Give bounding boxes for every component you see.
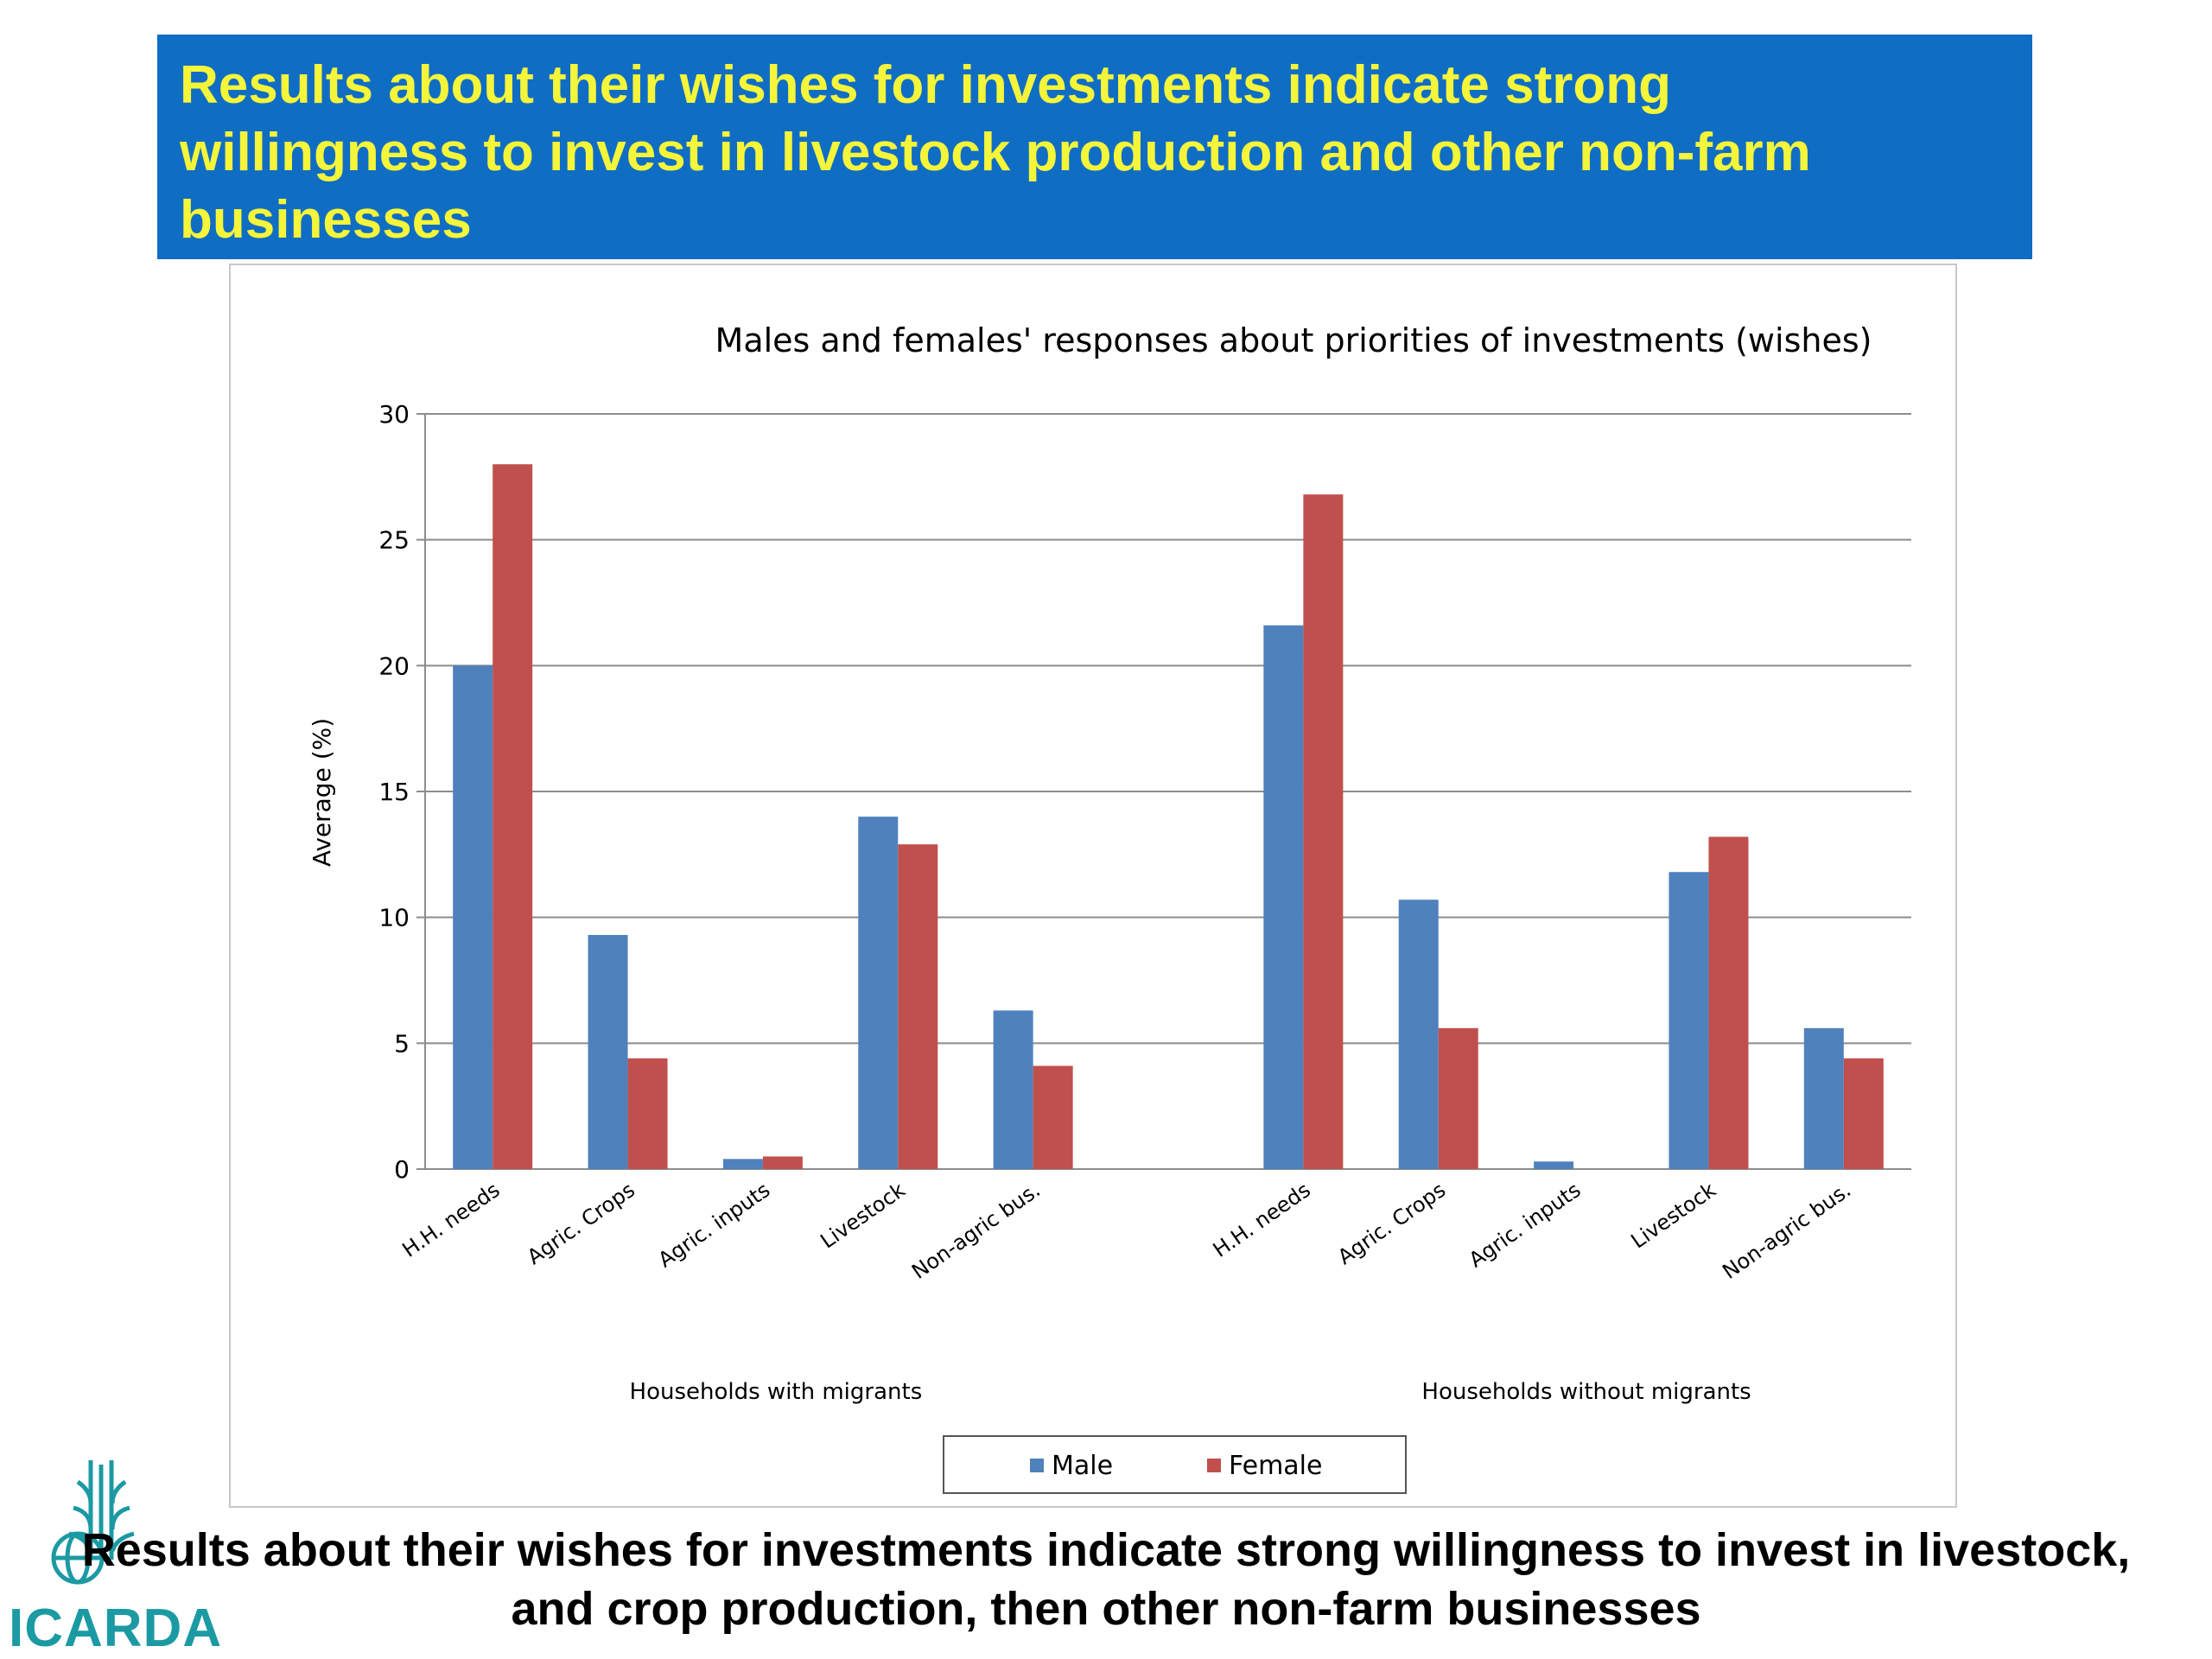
x-tick-labels: H.H. needs Agric. Crops Agric. inputs Lives… xyxy=(398,1178,1856,1284)
x-tick-label: Livestock xyxy=(816,1178,909,1254)
bar-male-2-3 xyxy=(1534,1161,1574,1169)
bar-female-1-1 xyxy=(493,464,533,1169)
chart-title: Males and females' responses about prior… xyxy=(715,321,1872,359)
bar-female-2-2 xyxy=(1438,1027,1478,1169)
legend-swatch-female xyxy=(1207,1459,1221,1472)
bar-female-2-1 xyxy=(1303,494,1344,1169)
x-tick-label: Non-agric bus. xyxy=(1718,1178,1855,1284)
y-tick-label: 25 xyxy=(378,526,410,555)
x-tick-label: Agric. inputs xyxy=(1465,1178,1586,1272)
bar-chart: Males and females' responses about prior… xyxy=(308,321,1911,1494)
banner-title: Results about their wishes for investmen… xyxy=(180,55,1811,250)
x-tick-label: Non-agric bus. xyxy=(907,1178,1045,1284)
bar-female-1-2 xyxy=(627,1058,668,1169)
bar-male-2-4 xyxy=(1669,872,1709,1169)
bar-male-1-5 xyxy=(993,1010,1033,1169)
x-tick-label: Agric. Crops xyxy=(523,1178,639,1269)
legend-label-male: Male xyxy=(1052,1451,1113,1481)
bar-male-1-4 xyxy=(858,817,899,1169)
legend-swatch-male xyxy=(1030,1459,1044,1472)
bar-female-1-5 xyxy=(1033,1065,1073,1169)
chart-frame: Males and females' responses about prior… xyxy=(229,264,1957,1508)
gridlines xyxy=(416,413,1911,1170)
wheat-globe-icon xyxy=(51,1460,135,1585)
y-tick-label: 5 xyxy=(394,1029,410,1058)
y-tick-label: 20 xyxy=(378,652,410,680)
group-label: Households with migrants xyxy=(630,1379,923,1405)
y-tick-label: 0 xyxy=(394,1155,410,1184)
bar-male-1-1 xyxy=(453,665,493,1169)
icarda-logo: ICARDA xyxy=(9,1456,233,1659)
x-tick-label: Agric. Crops xyxy=(1333,1178,1450,1269)
legend: Male Female xyxy=(943,1435,1407,1494)
bar-male-1-3 xyxy=(722,1159,763,1169)
bar-male-2-5 xyxy=(1803,1027,1844,1169)
title-banner: Results about their wishes for investmen… xyxy=(157,35,2032,259)
legend-label-female: Female xyxy=(1229,1451,1322,1481)
x-tick-label: Livestock xyxy=(1627,1178,1720,1254)
x-tick-label: Agric. inputs xyxy=(654,1178,775,1272)
legend-box xyxy=(943,1435,1407,1494)
bar-female-2-5 xyxy=(1843,1058,1884,1169)
y-tick-labels: 0 5 10 15 20 25 30 xyxy=(378,400,410,1184)
footer-caption: Results about their wishes for investmen… xyxy=(81,1524,2131,1635)
y-tick-label: 15 xyxy=(378,778,410,806)
y-axis-label: Average (%) xyxy=(308,718,336,867)
logo-text: ICARDA xyxy=(9,1599,223,1658)
x-tick-label: H.H. needs xyxy=(1209,1178,1315,1262)
bar-female-1-4 xyxy=(898,844,938,1169)
x-tick-label: H.H. needs xyxy=(398,1178,505,1262)
bar-female-1-3 xyxy=(762,1156,803,1169)
bar-female-2-4 xyxy=(1708,836,1749,1169)
y-tick-label: 10 xyxy=(378,904,410,932)
group-labels: Households with migrants Households witho… xyxy=(630,1379,1751,1405)
group-label: Households without migrants xyxy=(1421,1379,1751,1405)
bars xyxy=(453,464,1884,1169)
bar-male-2-2 xyxy=(1398,899,1439,1169)
bar-male-2-1 xyxy=(1263,625,1304,1169)
bar-male-1-2 xyxy=(588,935,628,1169)
y-tick-label: 30 xyxy=(378,400,410,429)
